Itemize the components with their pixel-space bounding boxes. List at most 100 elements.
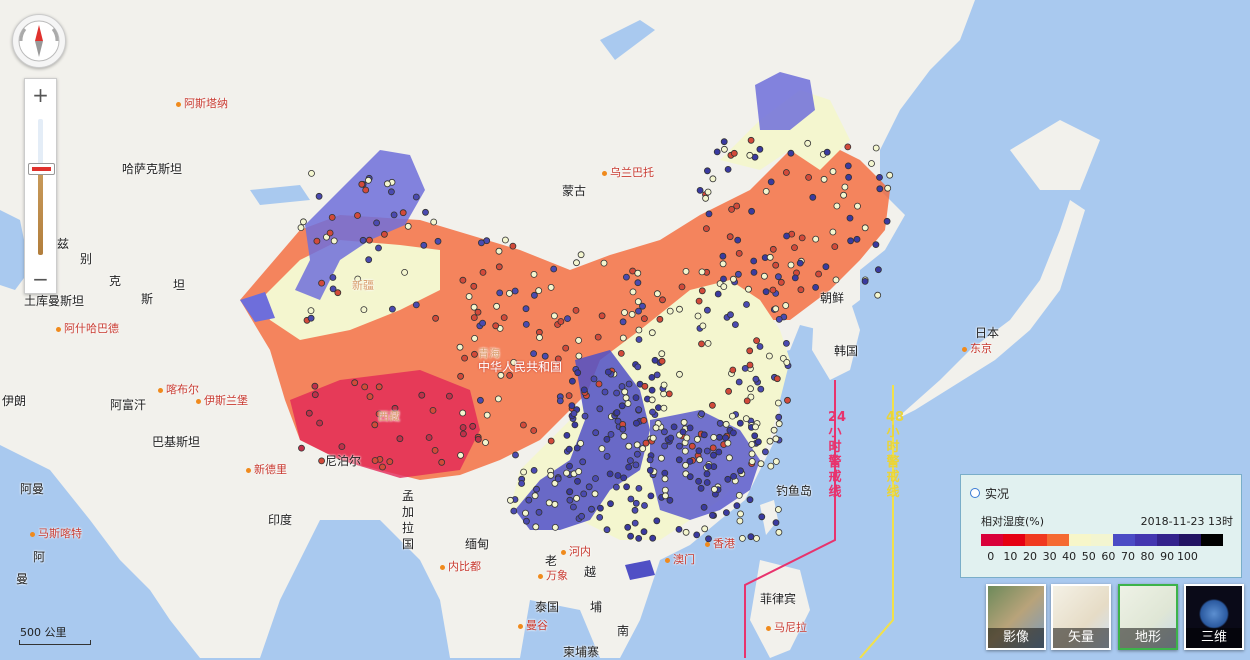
station-marker[interactable] xyxy=(535,287,543,295)
station-marker[interactable] xyxy=(652,424,660,432)
station-marker[interactable] xyxy=(634,450,641,458)
station-marker[interactable] xyxy=(746,151,754,159)
station-marker[interactable] xyxy=(730,275,737,283)
zoom-out-button[interactable]: − xyxy=(32,267,49,291)
station-marker[interactable] xyxy=(522,305,530,313)
station-marker[interactable] xyxy=(418,391,426,399)
station-marker[interactable] xyxy=(354,212,361,219)
zoom-in-button[interactable]: + xyxy=(32,83,49,107)
station-marker[interactable] xyxy=(318,457,326,465)
station-marker[interactable] xyxy=(530,466,538,474)
station-marker[interactable] xyxy=(495,247,503,255)
station-marker[interactable] xyxy=(311,382,319,390)
station-marker[interactable] xyxy=(751,432,759,440)
station-marker[interactable] xyxy=(694,312,702,320)
station-marker[interactable] xyxy=(700,503,708,511)
station-marker[interactable] xyxy=(641,315,648,323)
station-marker[interactable] xyxy=(307,314,315,322)
station-marker[interactable] xyxy=(547,437,555,445)
station-marker[interactable] xyxy=(704,167,711,175)
station-marker[interactable] xyxy=(574,369,582,377)
station-marker[interactable] xyxy=(713,148,721,156)
station-marker[interactable] xyxy=(728,205,735,213)
station-marker[interactable] xyxy=(438,458,446,466)
station-marker[interactable] xyxy=(701,525,709,533)
station-marker[interactable] xyxy=(632,499,640,507)
station-marker[interactable] xyxy=(823,148,831,156)
station-marker[interactable] xyxy=(371,457,379,464)
station-marker[interactable] xyxy=(725,387,732,395)
station-marker[interactable] xyxy=(505,289,513,297)
station-marker[interactable] xyxy=(358,180,366,188)
station-marker[interactable] xyxy=(737,510,744,518)
station-marker[interactable] xyxy=(840,191,847,199)
station-marker[interactable] xyxy=(750,268,758,276)
station-marker[interactable] xyxy=(311,391,319,399)
station-marker[interactable] xyxy=(660,404,668,412)
station-marker[interactable] xyxy=(580,386,588,394)
station-marker[interactable] xyxy=(614,417,622,425)
station-marker[interactable] xyxy=(748,450,756,458)
station-marker[interactable] xyxy=(682,461,689,469)
station-marker[interactable] xyxy=(640,416,648,424)
station-marker[interactable] xyxy=(623,273,630,281)
station-marker[interactable] xyxy=(661,486,669,494)
station-marker[interactable] xyxy=(829,228,837,236)
station-marker[interactable] xyxy=(698,268,706,276)
station-marker[interactable] xyxy=(607,500,614,508)
station-marker[interactable] xyxy=(747,533,755,541)
station-marker[interactable] xyxy=(861,277,869,285)
station-marker[interactable] xyxy=(796,259,804,267)
station-marker[interactable] xyxy=(733,502,741,510)
station-marker[interactable] xyxy=(783,358,791,366)
station-marker[interactable] xyxy=(380,230,388,238)
station-marker[interactable] xyxy=(634,298,642,306)
station-marker[interactable] xyxy=(693,531,701,539)
station-marker[interactable] xyxy=(545,499,553,507)
station-marker[interactable] xyxy=(822,263,830,271)
station-marker[interactable] xyxy=(619,425,627,433)
station-marker[interactable] xyxy=(390,211,398,219)
station-marker[interactable] xyxy=(649,408,656,416)
station-marker[interactable] xyxy=(721,145,728,153)
station-marker[interactable] xyxy=(846,214,854,222)
station-marker[interactable] xyxy=(541,352,549,360)
station-marker[interactable] xyxy=(748,458,756,465)
station-marker[interactable] xyxy=(709,444,717,452)
station-marker[interactable] xyxy=(635,326,643,334)
station-marker[interactable] xyxy=(361,383,369,391)
station-marker[interactable] xyxy=(297,224,305,232)
station-marker[interactable] xyxy=(715,448,723,456)
station-marker[interactable] xyxy=(735,249,743,257)
station-marker[interactable] xyxy=(832,276,840,284)
station-marker[interactable] xyxy=(714,290,722,298)
station-marker[interactable] xyxy=(798,234,806,242)
station-marker[interactable] xyxy=(812,283,819,291)
station-marker[interactable] xyxy=(530,270,538,278)
station-marker[interactable] xyxy=(649,434,657,442)
station-marker[interactable] xyxy=(746,361,754,369)
station-marker[interactable] xyxy=(459,409,467,417)
station-marker[interactable] xyxy=(477,239,485,247)
station-marker[interactable] xyxy=(812,235,820,243)
station-marker[interactable] xyxy=(329,285,337,293)
station-marker[interactable] xyxy=(298,444,305,452)
station-marker[interactable] xyxy=(434,237,442,245)
station-marker[interactable] xyxy=(603,452,611,460)
station-marker[interactable] xyxy=(772,435,780,443)
station-marker[interactable] xyxy=(675,456,683,464)
station-marker[interactable] xyxy=(698,287,706,295)
station-marker[interactable] xyxy=(634,363,642,371)
station-marker[interactable] xyxy=(601,388,609,396)
station-marker[interactable] xyxy=(831,243,839,251)
station-marker[interactable] xyxy=(675,526,683,533)
station-marker[interactable] xyxy=(766,253,774,261)
station-marker[interactable] xyxy=(755,438,762,446)
station-marker[interactable] xyxy=(658,454,665,462)
station-marker[interactable] xyxy=(532,523,540,531)
station-marker[interactable] xyxy=(709,512,716,519)
station-marker[interactable] xyxy=(595,380,603,388)
station-marker[interactable] xyxy=(787,149,795,157)
station-marker[interactable] xyxy=(623,483,630,491)
station-marker[interactable] xyxy=(585,483,593,491)
